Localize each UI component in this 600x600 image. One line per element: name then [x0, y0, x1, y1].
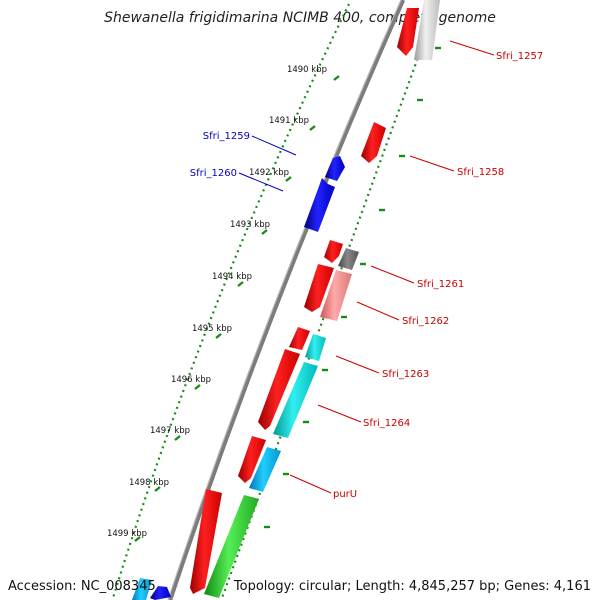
scale-label: 1498 kbp	[129, 478, 169, 488]
leader-line	[335, 355, 380, 374]
gene-feature	[361, 122, 386, 163]
gene-feature	[273, 362, 318, 438]
gene-label: purU	[333, 489, 357, 500]
genome-backbone	[167, 0, 406, 600]
scale-label: 1495 kbp	[192, 324, 232, 334]
gene-feature	[338, 248, 359, 270]
gene-feature	[289, 327, 310, 350]
scale-label: 1492 kbp	[249, 168, 289, 178]
gene-feature	[258, 349, 300, 430]
scale-label: 1493 kbp	[230, 220, 270, 230]
gene-feature	[305, 334, 326, 361]
gene-label: Sfri_1262	[402, 316, 449, 327]
gene-feature	[304, 264, 334, 312]
gene-feature	[324, 240, 343, 263]
scale-track	[111, 3, 350, 599]
gene-feature	[325, 156, 345, 181]
leader-line	[356, 301, 400, 321]
leader-line	[289, 474, 332, 494]
gene-feature	[320, 270, 352, 321]
scale-label: 1491 kbp	[269, 116, 309, 126]
leader-line	[370, 265, 415, 284]
gene-feature	[204, 495, 259, 598]
leader-line	[238, 172, 284, 192]
scale-label: 1499 kbp	[107, 529, 147, 539]
gene-feature	[150, 586, 171, 600]
gene-label: Sfri_1260	[190, 168, 237, 179]
leader-line	[449, 40, 495, 56]
gene-feature	[238, 436, 266, 483]
gene-feature	[414, 0, 440, 60]
gene-feature	[132, 578, 152, 600]
gene-feature	[304, 178, 335, 232]
leader-line	[317, 404, 362, 423]
genome-summary-text: Topology: circular; Length: 4,845,257 bp…	[233, 579, 591, 594]
gene-feature	[397, 8, 419, 56]
gene-label: Sfri_1259	[203, 131, 250, 142]
scale-label: 1497 kbp	[150, 426, 190, 436]
gene-label: Sfri_1264	[363, 418, 410, 429]
leader-line	[409, 155, 455, 172]
leader-line	[251, 135, 297, 156]
scale-label: 1496 kbp	[171, 375, 211, 385]
scale-ticks	[134, 75, 340, 542]
gene-feature	[249, 447, 281, 492]
accession-text: Accession: NC_008345	[8, 579, 156, 594]
scale-label: 1490 kbp	[287, 65, 327, 75]
gene-label: Sfri_1257	[496, 51, 543, 62]
gene-feature	[190, 489, 222, 594]
gene-label: Sfri_1261	[417, 279, 464, 290]
scale-label: 1494 kbp	[212, 272, 252, 282]
inner-ticks	[264, 46, 441, 529]
gene-label: Sfri_1263	[382, 369, 429, 380]
gene-label: Sfri_1258	[457, 167, 504, 178]
